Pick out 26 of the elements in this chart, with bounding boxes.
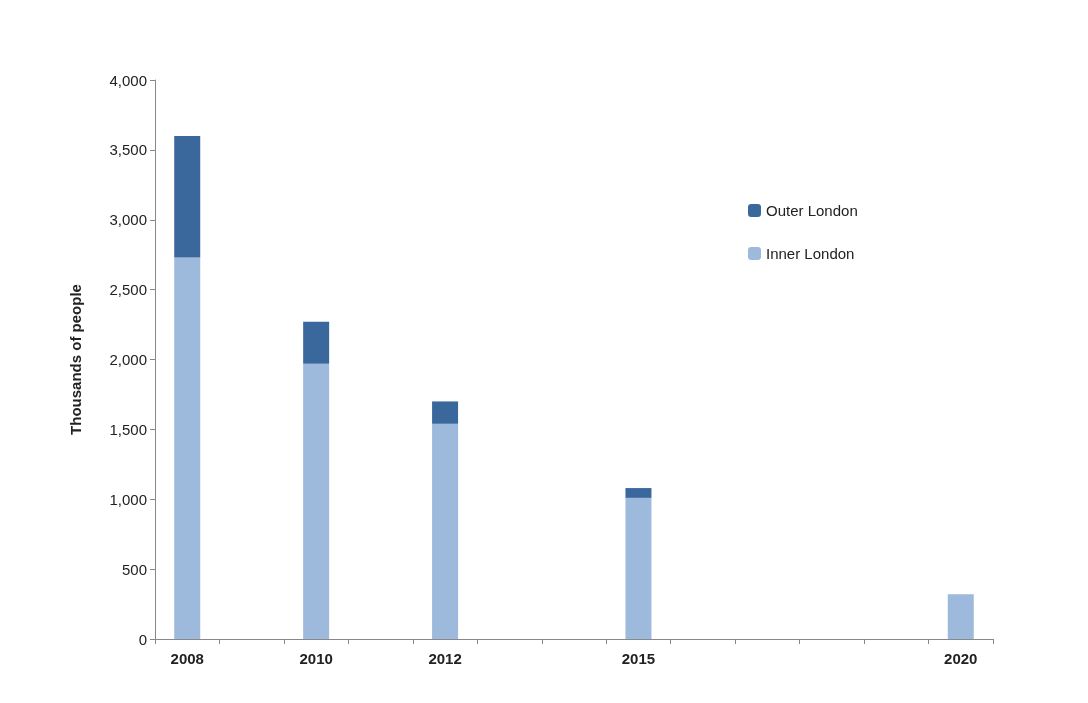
x-tick-label: 2020 [944, 650, 978, 667]
y-tick-label: 4,000 [109, 71, 147, 89]
legend-label: Inner London [766, 245, 855, 262]
bar [174, 257, 201, 639]
y-tick-label: 1,500 [109, 420, 147, 438]
bar [303, 363, 330, 639]
y-tick-label: 500 [121, 560, 147, 578]
y-tick-label: 3,000 [109, 211, 147, 229]
x-tick-label: 2008 [170, 650, 204, 667]
bar [432, 401, 459, 424]
y-tick-label: 1,000 [109, 490, 147, 508]
y-tick-label: 2,000 [109, 351, 147, 368]
bar [947, 594, 974, 639]
bar [303, 321, 330, 364]
x-tick-label: 2010 [299, 650, 333, 667]
y-axis-title: Thousands of people [67, 284, 84, 435]
legend-label: Outer London [766, 202, 858, 219]
x-tick-label: 2012 [428, 650, 462, 667]
bar [625, 497, 652, 639]
bar [432, 423, 459, 639]
y-tick-label: 0 [138, 630, 147, 648]
y-tick-label: 2,500 [109, 281, 147, 299]
bar [625, 488, 652, 498]
x-tick-label: 2015 [621, 650, 656, 667]
y-tick-label: 3,500 [109, 141, 147, 159]
bar [174, 135, 201, 258]
